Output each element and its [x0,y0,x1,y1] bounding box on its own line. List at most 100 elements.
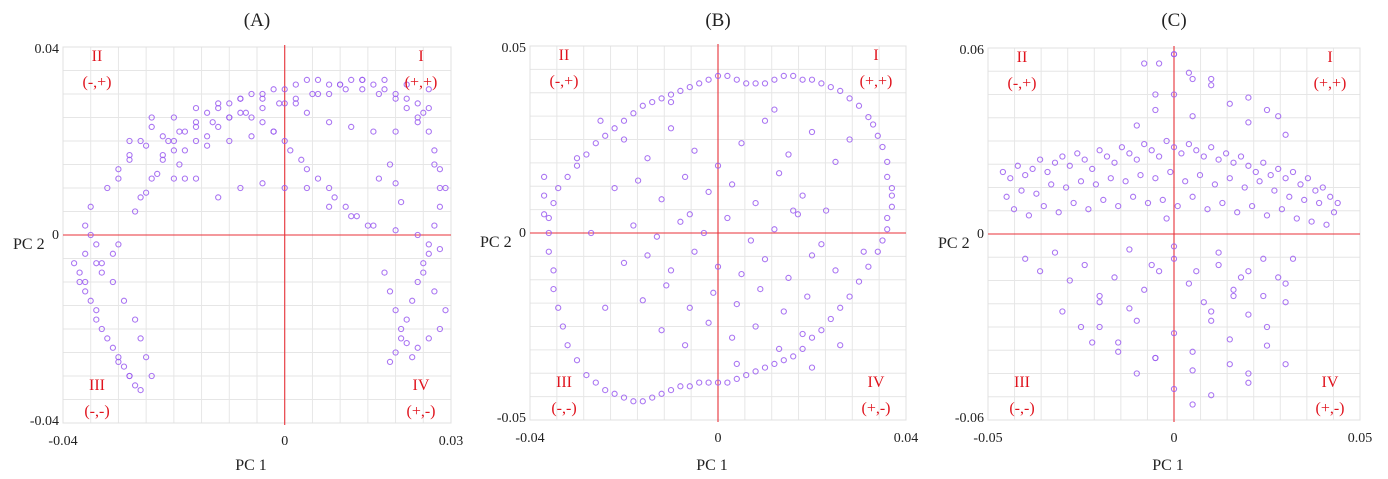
data-point [1263,106,1271,114]
quadrant-iv-label: IV [1322,374,1339,391]
data-point [620,259,628,267]
data-point [1051,249,1059,256]
data-point [1208,392,1215,399]
data-point [403,81,410,88]
x-tick-label: -0.04 [48,434,77,449]
data-point [1245,268,1252,275]
data-point [342,203,349,210]
data-point [550,285,557,293]
data-point [714,162,722,169]
data-point [109,344,117,351]
data-point [209,119,216,126]
data-point [677,218,684,225]
data-point [1081,261,1088,269]
data-point [1234,209,1241,216]
data-point [370,128,377,135]
y-axis-label: PC 2 [480,234,512,251]
quadrant-i-signs: (+,+) [1314,75,1347,92]
data-point [170,114,178,121]
data-point [775,345,783,353]
data-point [1275,113,1282,120]
data-point [639,398,646,405]
data-point [104,184,111,192]
data-point [287,147,294,154]
data-point [109,278,117,286]
data-point [780,357,787,364]
data-point [1267,171,1274,179]
data-point [808,128,816,136]
data-point [159,151,166,159]
data-point [837,87,844,95]
data-point [325,184,333,192]
data-point [785,151,792,158]
data-point [1245,162,1252,169]
data-point [1048,181,1055,188]
data-point [1282,361,1289,368]
data-point [644,252,651,259]
data-point [1189,348,1196,355]
data-point [397,325,405,333]
data-point [1096,147,1103,154]
data-point [733,375,740,383]
data-point [1029,165,1036,173]
data-point [775,170,783,177]
data-point [846,136,853,143]
data-point [1260,292,1267,300]
data-point [1070,199,1077,207]
data-point [714,72,722,80]
x-tick-label: 0 [715,431,722,446]
quadrant-i-label: I [873,47,878,64]
data-point [573,162,581,169]
data-point [331,194,338,201]
data-point [1182,178,1189,185]
data-point [1170,144,1178,151]
data-point [142,189,150,196]
data-point [359,86,366,93]
data-point [1263,342,1271,349]
x-tick-label: -0.05 [973,431,1002,446]
data-point [644,155,651,162]
data-point [1003,193,1010,200]
data-point [1282,175,1289,182]
data-point [276,100,283,107]
data-point [705,379,712,386]
data-point [137,194,144,201]
data-point [409,354,416,361]
data-point [192,104,200,112]
quadrant-i-label: I [1327,49,1332,66]
data-point [667,267,675,274]
data-point [1089,339,1096,346]
data-point [1245,94,1252,101]
data-point [1133,370,1140,377]
data-point [752,323,759,330]
data-point [248,90,255,98]
data-point [1163,137,1170,145]
data-point [159,133,166,140]
data-point [1189,75,1196,83]
x-axis-label: PC 1 [696,457,728,474]
data-point [403,104,410,112]
data-point [420,260,427,267]
data-point [414,231,421,239]
data-point [93,241,100,248]
data-point [752,368,759,375]
data-point [846,95,853,102]
data-point [1148,261,1155,269]
data-point [281,100,288,107]
x-tick-label: 0.05 [1348,431,1373,446]
data-point [98,269,105,276]
data-point [1036,156,1044,163]
data-point [397,198,405,206]
data-point [724,72,731,80]
data-point [1129,193,1137,200]
data-point [109,250,117,257]
data-point [837,342,844,349]
y-tick-label: 0.05 [502,41,527,56]
data-point [564,173,571,181]
data-point [738,270,745,278]
data-point [677,383,684,390]
data-point [738,140,745,147]
data-point [1315,199,1323,207]
data-point [436,325,444,333]
